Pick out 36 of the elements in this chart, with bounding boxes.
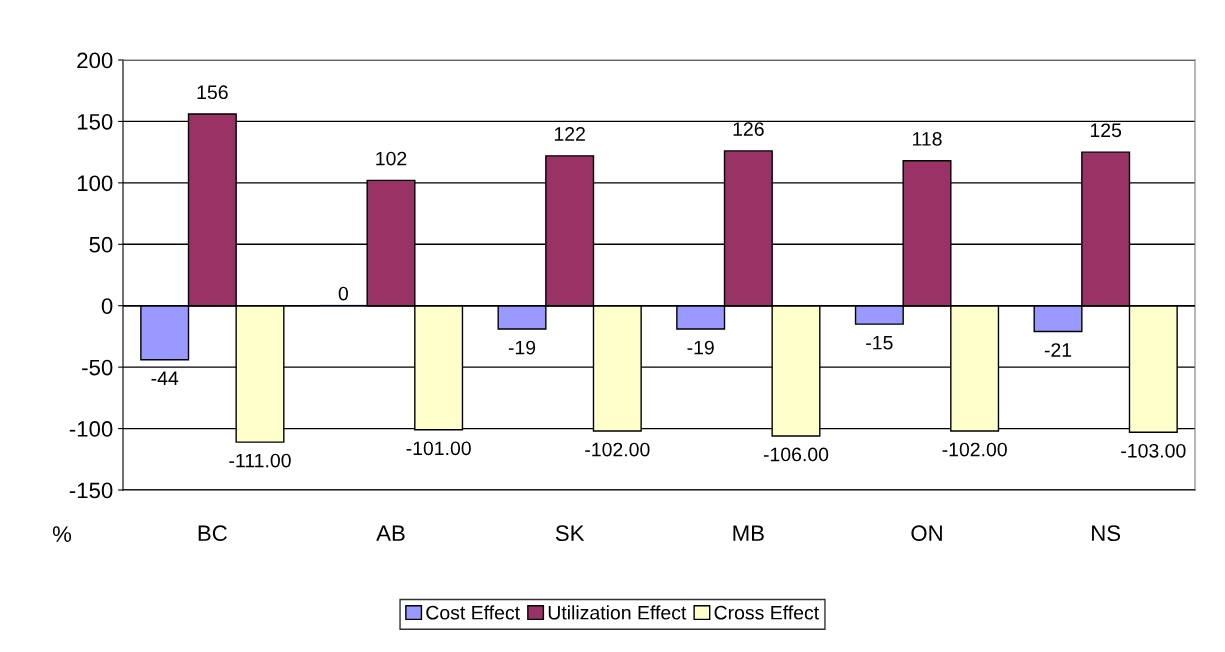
legend-label: Cost Effect	[426, 605, 520, 620]
data-label: -111.00	[229, 453, 291, 468]
data-label: -19	[508, 340, 536, 355]
data-label: 126	[733, 122, 764, 136]
y-tick-label: 50	[89, 236, 113, 253]
data-label: 118	[912, 132, 942, 146]
legend-label: Cross Effect	[714, 605, 819, 620]
x-tick-label: NS	[1092, 525, 1121, 542]
data-label: 125	[1090, 123, 1122, 138]
legend-label: Utilization Effect	[548, 605, 687, 620]
data-label: -102.00	[585, 442, 650, 457]
data-label: -103.00	[1121, 443, 1186, 458]
y-tick-label: 0	[101, 298, 113, 314]
y-tick-label: -150	[69, 482, 113, 499]
y-axis-title: %	[52, 526, 72, 542]
y-tick-label: -50	[82, 359, 113, 376]
x-tick-label: AB	[376, 525, 405, 541]
data-label: -21	[1044, 343, 1072, 357]
y-tick-label: 150	[77, 113, 113, 130]
y-tick-label: 200	[77, 52, 113, 69]
x-tick-label: MB	[733, 525, 764, 541]
data-label: 122	[554, 127, 585, 141]
y-tick-label: -100	[69, 421, 113, 437]
data-label: -15	[866, 335, 893, 350]
x-tick-label: ON	[911, 525, 942, 542]
x-tick-label: SK	[555, 525, 585, 542]
data-label: -106.00	[763, 447, 829, 462]
data-label: 102	[376, 151, 407, 166]
data-label: 0	[338, 286, 348, 301]
data-label: -101.00	[406, 441, 471, 456]
data-label: -44	[151, 371, 179, 385]
y-tick-label: 100	[77, 175, 113, 192]
data-label: -102.00	[942, 442, 1007, 457]
data-label: 156	[197, 85, 228, 100]
x-tick-label: BC	[198, 525, 227, 542]
data-label: -19	[687, 340, 714, 355]
